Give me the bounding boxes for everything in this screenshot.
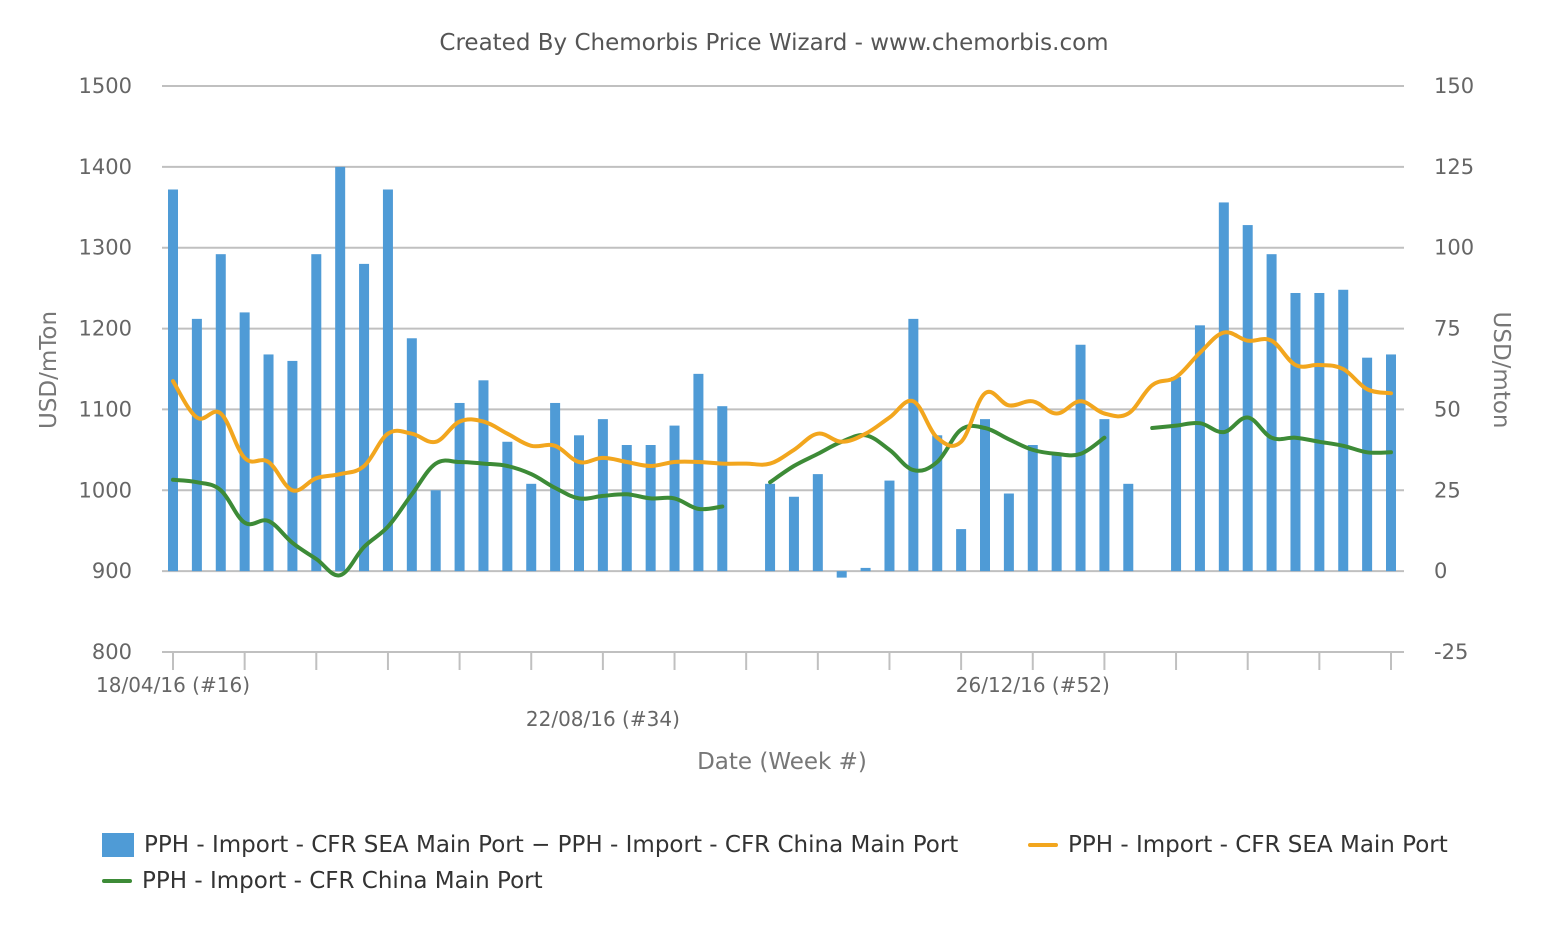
left-axis-title: USD/mTon	[36, 311, 62, 429]
x-tick-label: 26/12/16 (#52)	[956, 673, 1110, 697]
bar	[335, 166, 346, 572]
bar	[812, 474, 823, 572]
right-axis-title: USD/mton	[1488, 312, 1514, 429]
bar	[359, 263, 370, 572]
bar	[1290, 292, 1301, 572]
legend-item-sea[interactable]: PPH - Import - CFR SEA Main Port	[1028, 832, 1448, 858]
bar	[1218, 202, 1229, 572]
y-tick-label-right: 75	[1434, 317, 1461, 341]
y-tick-label-right: 150	[1434, 74, 1474, 98]
bar	[430, 490, 441, 572]
y-tick-label-left: 800	[92, 640, 132, 664]
bar	[860, 567, 871, 572]
bar	[1003, 493, 1014, 572]
bar	[1242, 225, 1253, 572]
sea-price-line	[171, 330, 1393, 493]
bar	[574, 435, 584, 572]
bar	[191, 318, 202, 572]
bar	[454, 402, 465, 572]
bar	[932, 435, 943, 572]
bar	[884, 480, 895, 572]
y-tick-label-right: 0	[1434, 559, 1447, 583]
bar	[765, 483, 776, 572]
bar	[956, 529, 967, 572]
legend-label: PPH - Import - CFR SEA Main Port	[1068, 832, 1448, 858]
legend-label: PPH - Import - CFR SEA Main Port − PPH -…	[144, 832, 959, 858]
y-tick-label-left: 1400	[79, 155, 132, 179]
bar	[287, 360, 298, 572]
bar	[526, 483, 537, 572]
x-axis: 18/04/16 (#16) 22/08/16 (#34) 26/12/16 (#5…	[96, 652, 1392, 731]
legend-swatch-line	[1028, 843, 1058, 847]
bar	[406, 338, 417, 572]
bar-series	[168, 166, 1396, 578]
bar	[980, 419, 990, 572]
bar	[1386, 354, 1396, 572]
bar	[788, 496, 799, 572]
china-price-line	[768, 423, 1107, 485]
left-y-ticks: 1500 1400 1300 1200 1100 1000 900 800	[79, 74, 132, 664]
bar	[311, 254, 322, 572]
bar	[1075, 344, 1086, 572]
legend-swatch-line	[102, 879, 132, 883]
bar	[908, 318, 919, 572]
bar	[239, 312, 250, 572]
line-series	[171, 330, 1393, 578]
y-tick-label-right: -25	[1434, 640, 1468, 664]
bar	[1099, 419, 1110, 572]
bar	[1338, 289, 1349, 572]
y-tick-label-left: 1000	[79, 478, 132, 502]
bar	[717, 406, 728, 572]
chart-title: Created By Chemorbis Price Wizard - www.…	[439, 30, 1108, 56]
legend-swatch-bar	[102, 833, 134, 857]
bar	[645, 445, 656, 572]
bar	[1362, 357, 1373, 572]
bar	[1194, 325, 1205, 572]
bar	[836, 571, 847, 578]
y-tick-label-left: 1200	[79, 317, 132, 341]
legend-item-china[interactable]: PPH - Import - CFR China Main Port	[102, 868, 543, 894]
bar	[693, 373, 704, 572]
bar	[621, 445, 632, 572]
x-tick-label: 18/04/16 (#16)	[96, 673, 250, 697]
legend-item-difference[interactable]: PPH - Import - CFR SEA Main Port − PPH -…	[102, 832, 958, 858]
china-price-line	[171, 458, 725, 578]
bar	[1171, 377, 1182, 572]
x-tick-label: 22/08/16 (#34)	[526, 707, 680, 731]
bar	[1266, 254, 1277, 572]
y-tick-label-right: 100	[1434, 236, 1474, 260]
y-tick-label-right: 125	[1434, 155, 1474, 179]
y-tick-label-right: 25	[1434, 478, 1461, 502]
legend-label: PPH - Import - CFR China Main Port	[142, 868, 543, 894]
x-axis-title: Date (Week #)	[697, 749, 867, 775]
bar	[1314, 292, 1325, 572]
right-y-ticks: 150 125 100 75 50 25 0 -25	[1434, 74, 1474, 664]
china-price-line	[1150, 415, 1393, 455]
bar	[478, 380, 489, 572]
bar	[1027, 445, 1038, 572]
bar	[382, 189, 393, 572]
bar	[1051, 454, 1062, 572]
bar	[502, 441, 513, 572]
y-tick-label-left: 1300	[79, 236, 132, 260]
y-tick-label-right: 50	[1434, 397, 1461, 421]
y-tick-label-left: 900	[92, 559, 132, 583]
y-tick-label-left: 1500	[79, 74, 132, 98]
y-tick-label-left: 1100	[79, 397, 132, 421]
bar	[1123, 483, 1134, 572]
